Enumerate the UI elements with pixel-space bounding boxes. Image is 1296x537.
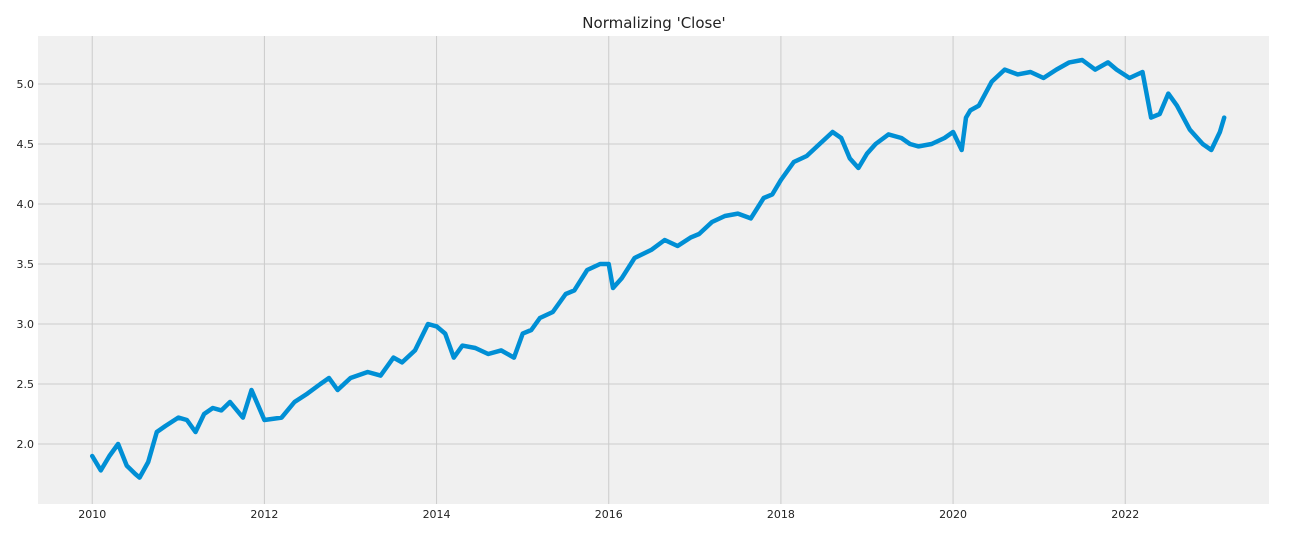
plot-background	[38, 36, 1269, 504]
y-tick-label: 5.0	[17, 78, 35, 91]
y-tick-label: 4.0	[17, 198, 35, 211]
series-layer	[89, 57, 1227, 480]
x-axis-ticks: 2010 2012 2014 2016 2018 2020 2022	[78, 508, 1139, 521]
y-tick-label: 3.0	[17, 318, 35, 331]
x-tick-label: 2014	[423, 508, 451, 521]
series-line	[89, 57, 1227, 480]
x-tick-label: 2016	[595, 508, 623, 521]
x-tick-label: 2022	[1111, 508, 1139, 521]
grid-lines	[38, 36, 1269, 504]
x-tick-label: 2018	[767, 508, 795, 521]
y-tick-label: 3.5	[17, 258, 35, 271]
chart-title: Normalizing 'Close'	[582, 14, 725, 32]
y-tick-label: 4.5	[17, 138, 35, 151]
x-tick-label: 2020	[939, 508, 967, 521]
x-tick-label: 2012	[250, 508, 278, 521]
x-tick-label: 2010	[78, 508, 106, 521]
y-axis-ticks: 2.0 2.5 3.0 3.5 4.0 4.5 5.0	[17, 78, 35, 451]
y-tick-label: 2.5	[17, 378, 35, 391]
y-tick-label: 2.0	[17, 438, 35, 451]
